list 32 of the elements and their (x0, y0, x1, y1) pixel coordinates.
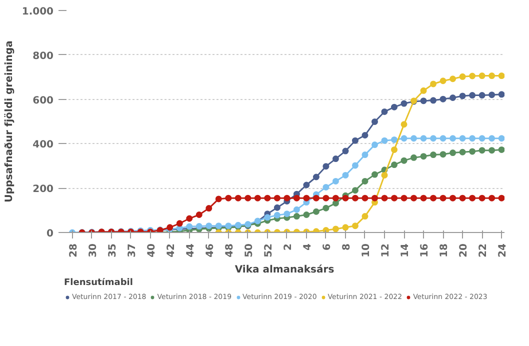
x-tick-label: 44 (185, 243, 196, 258)
x-tick-label: 24 (498, 243, 509, 258)
x-tick-label: 12 (380, 243, 392, 258)
y-tick-label: 0 (46, 228, 54, 240)
x-tick-label: 8 (341, 243, 352, 250)
x-tick-label: 46 (204, 243, 216, 258)
x-tick-label: 48 (224, 243, 236, 258)
x-tick-label: 18 (439, 243, 450, 258)
y-tick-label: 800 (32, 50, 54, 62)
y-tick-label: 400 (32, 140, 54, 151)
x-tick-label: 10 (360, 243, 372, 258)
x-tick-label: 52 (263, 243, 274, 258)
x-tick-label: 20 (458, 243, 470, 258)
y-tick-label: 200 (32, 184, 54, 196)
x-tick-label: 14 (400, 243, 412, 258)
x-tick-label: 28 (68, 243, 80, 258)
y-tick-label: 1.000 (22, 6, 54, 18)
x-axis-title: Vika almanaksárs (234, 264, 334, 276)
y-tick-label: 600 (32, 95, 54, 106)
x-tick-label: 37 (126, 243, 138, 258)
y-axis-title: Uppsafnaður fjöldi greininga (4, 40, 15, 202)
x-tick-label: 35 (107, 243, 118, 258)
x-tick-label: 2 (282, 243, 294, 250)
x-tick-label: 22 (478, 243, 490, 258)
x-tick-label: 4 (302, 243, 314, 250)
x-tick-label: 42 (166, 243, 177, 258)
x-tick-label: 16 (420, 243, 431, 258)
x-tick-label: 30 (88, 243, 99, 258)
x-tick-label: 6 (322, 243, 333, 250)
legend-title: Flensutímabil (64, 278, 134, 288)
x-tick-label: 40 (146, 243, 158, 258)
x-tick-label: 50 (244, 243, 255, 258)
